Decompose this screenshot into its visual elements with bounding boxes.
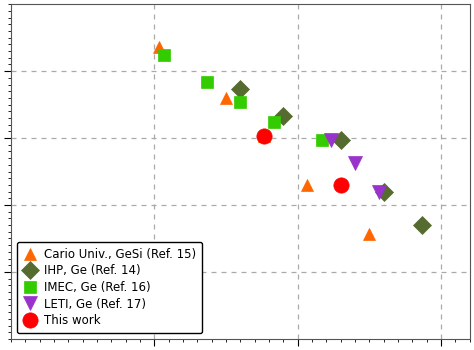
Cario Univ., GeSi (Ref. 15) — [262, 134, 267, 138]
Legend: Cario Univ., GeSi (Ref. 15), IHP, Ge (Ref. 14), IMEC, Ge (Ref. 16), LETI, Ge (Re: Cario Univ., GeSi (Ref. 15), IHP, Ge (Re… — [17, 242, 202, 333]
IMEC, Ge (Ref. 16) — [204, 80, 210, 84]
IMEC, Ge (Ref. 16) — [237, 100, 243, 104]
Line: This work: This work — [257, 128, 348, 192]
LETI, Ge (Ref. 17) — [328, 138, 334, 142]
This work — [262, 134, 267, 138]
IHP, Ge (Ref. 14) — [281, 114, 286, 118]
IMEC, Ge (Ref. 16) — [319, 138, 325, 142]
Line: IMEC, Ge (Ref. 16): IMEC, Ge (Ref. 16) — [158, 49, 328, 147]
LETI, Ge (Ref. 17) — [376, 189, 382, 194]
Cario Univ., GeSi (Ref. 15) — [156, 44, 162, 49]
IHP, Ge (Ref. 14) — [237, 87, 243, 91]
IMEC, Ge (Ref. 16) — [161, 54, 167, 58]
Line: IHP, Ge (Ref. 14): IHP, Ge (Ref. 14) — [234, 83, 428, 231]
Line: LETI, Ge (Ref. 17): LETI, Ge (Ref. 17) — [324, 133, 386, 198]
IHP, Ge (Ref. 14) — [381, 189, 387, 194]
Cario Univ., GeSi (Ref. 15) — [304, 183, 310, 187]
IHP, Ge (Ref. 14) — [338, 138, 344, 142]
IMEC, Ge (Ref. 16) — [271, 120, 277, 125]
Cario Univ., GeSi (Ref. 15) — [223, 96, 229, 100]
LETI, Ge (Ref. 17) — [352, 161, 358, 165]
This work — [338, 183, 344, 187]
Line: Cario Univ., GeSi (Ref. 15): Cario Univ., GeSi (Ref. 15) — [153, 40, 376, 240]
IHP, Ge (Ref. 14) — [419, 223, 425, 227]
Cario Univ., GeSi (Ref. 15) — [367, 232, 373, 236]
